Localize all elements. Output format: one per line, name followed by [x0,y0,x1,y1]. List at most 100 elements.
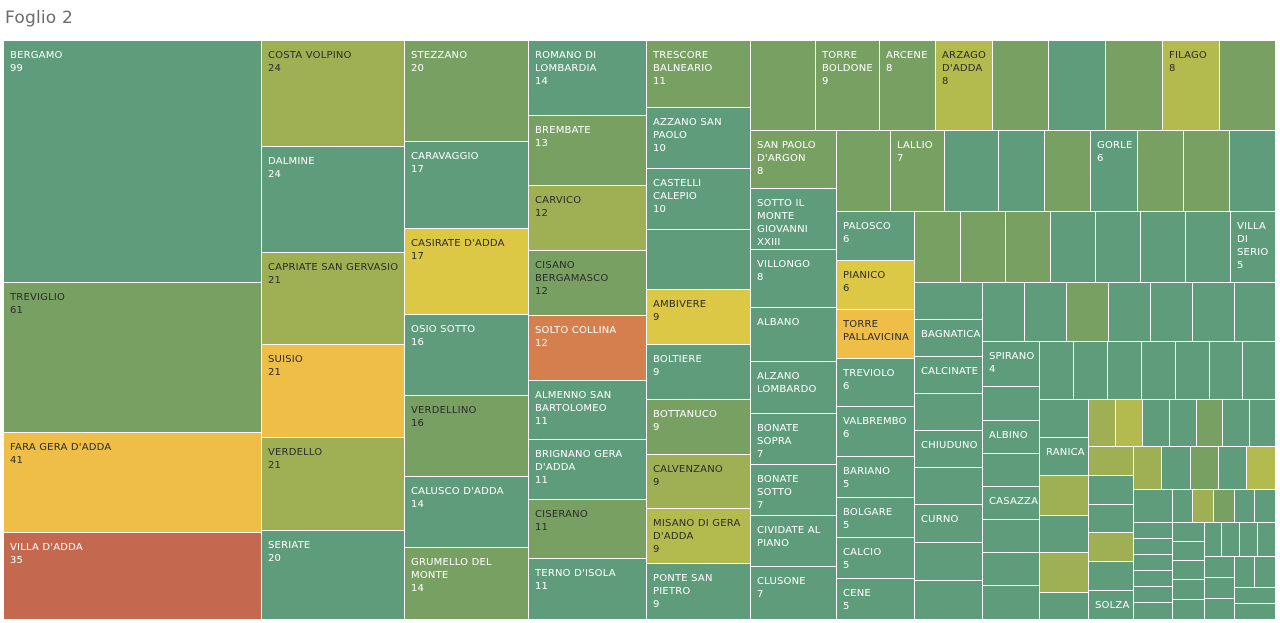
treemap-cell-unlabeled[interactable] [1193,283,1235,342]
treemap-cell[interactable]: SOLZA [1089,591,1134,620]
treemap-cell-unlabeled[interactable] [1235,604,1276,620]
treemap-cell-unlabeled[interactable] [983,586,1040,620]
treemap-cell-unlabeled[interactable] [983,520,1040,553]
treemap-cell[interactable]: CALCINATE [915,357,983,394]
treemap-cell[interactable]: GORLE 6 [1091,131,1138,212]
treemap-cell-unlabeled[interactable] [1205,557,1235,578]
treemap-cell[interactable]: CALUSCO D'ADDA 14 [405,477,529,548]
treemap-cell-unlabeled[interactable] [1089,447,1134,476]
treemap-cell-unlabeled[interactable] [1205,578,1235,599]
treemap-cell[interactable]: ROMANO DI LOMBARDIA 14 [529,41,647,116]
treemap-cell-unlabeled[interactable] [1173,542,1205,561]
treemap-cell-unlabeled[interactable] [1134,447,1162,490]
treemap-cell[interactable]: PONTE SAN PIETRO 9 [647,564,751,620]
treemap-cell[interactable]: VERDELLO 21 [262,438,405,531]
treemap-cell-unlabeled[interactable] [1173,490,1193,523]
treemap-cell[interactable]: BRIGNANO GERA D'ADDA 11 [529,440,647,500]
treemap-cell-unlabeled[interactable] [1214,490,1235,523]
treemap-cell-unlabeled[interactable] [1219,447,1247,490]
treemap-cell-unlabeled[interactable] [983,283,1025,342]
treemap-cell[interactable]: TREVIOLO 6 [837,359,915,407]
treemap-cell[interactable]: PIANICO 6 [837,261,915,310]
treemap-cell[interactable]: CALCIO 5 [837,538,915,579]
treemap-cell-unlabeled[interactable] [1089,400,1116,447]
treemap-cell[interactable]: TORRE BOLDONE 9 [816,41,880,131]
treemap-cell-unlabeled[interactable] [837,131,891,212]
treemap-cell-unlabeled[interactable] [1040,400,1089,438]
treemap-cell[interactable]: BONATE SOTTO 7 [751,465,837,516]
treemap-cell-unlabeled[interactable] [1040,476,1089,516]
treemap-cell[interactable]: ALMENNO SAN BARTOLOMEO 11 [529,381,647,440]
treemap-cell-unlabeled[interactable] [1258,523,1276,557]
treemap-cell-unlabeled[interactable] [1134,587,1173,603]
treemap-cell-unlabeled[interactable] [1243,342,1276,400]
treemap-cell[interactable]: FILAGO 8 [1163,41,1220,131]
treemap-cell-unlabeled[interactable] [1220,41,1276,131]
treemap-cell-unlabeled[interactable] [915,581,983,620]
treemap-cell[interactable]: AMBIVERE 9 [647,290,751,345]
treemap-cell[interactable]: SOLTO COLLINA 12 [529,316,647,381]
treemap-cell-unlabeled[interactable] [1235,283,1276,342]
treemap-cell-unlabeled[interactable] [1096,212,1141,283]
treemap-cell-unlabeled[interactable] [1006,212,1051,283]
treemap-cell[interactable]: VILLONGO 8 [751,250,837,308]
treemap-cell-unlabeled[interactable] [1235,490,1255,523]
treemap-cell[interactable]: BOLTIERE 9 [647,345,751,400]
treemap-cell[interactable]: CIVIDATE AL PIANO [751,516,837,567]
treemap-cell-unlabeled[interactable] [1134,571,1173,587]
treemap-cell[interactable]: TERNO D'ISOLA 11 [529,559,647,620]
treemap-cell[interactable]: ALBINO [983,421,1040,454]
treemap-cell-unlabeled[interactable] [1222,523,1240,557]
treemap-cell[interactable]: BOLGARE 5 [837,498,915,538]
treemap-cell[interactable]: FARA GERA D'ADDA 41 [4,433,262,533]
treemap-cell[interactable]: VALBREMBO 6 [837,407,915,457]
treemap-cell[interactable]: CASTELLI CALEPIO 10 [647,169,751,230]
treemap-cell[interactable]: CLUSONE 7 [751,567,837,620]
treemap-cell[interactable]: VERDELLINO 16 [405,396,529,477]
treemap-cell-unlabeled[interactable] [1108,342,1142,400]
treemap-cell-unlabeled[interactable] [1235,588,1276,604]
treemap-cell-unlabeled[interactable] [1191,447,1219,490]
treemap-cell-unlabeled[interactable] [1250,400,1276,447]
treemap-cell[interactable]: CARVICO 12 [529,186,647,251]
treemap-cell-unlabeled[interactable] [993,41,1049,131]
treemap-cell-unlabeled[interactable] [1230,131,1276,212]
treemap-cell[interactable]: BAGNATICA [915,320,983,357]
treemap-cell-unlabeled[interactable] [1197,400,1223,447]
treemap-cell-unlabeled[interactable] [1240,523,1258,557]
treemap-cell-unlabeled[interactable] [1089,533,1134,562]
treemap-cell[interactable]: RANICA [1040,438,1089,476]
treemap-cell-unlabeled[interactable] [1138,131,1184,212]
treemap-cell-unlabeled[interactable] [915,468,983,505]
treemap-cell[interactable]: DALMINE 24 [262,147,405,253]
treemap-cell-unlabeled[interactable] [1089,476,1134,505]
treemap-cell-unlabeled[interactable] [1151,283,1193,342]
treemap-cell[interactable]: BERGAMO 99 [4,41,262,283]
treemap-cell[interactable]: CASIRATE D'ADDA 17 [405,229,529,315]
treemap-cell-unlabeled[interactable] [1089,562,1134,591]
treemap-cell-unlabeled[interactable] [1205,599,1235,620]
treemap-cell[interactable]: SPIRANO 4 [983,342,1040,387]
treemap-cell[interactable]: SERIATE 20 [262,531,405,620]
treemap-cell[interactable]: AZZANO SAN PAOLO 10 [647,108,751,169]
treemap-cell-unlabeled[interactable] [1040,516,1089,553]
treemap-cell[interactable]: ARCENE 8 [880,41,936,131]
treemap-cell-unlabeled[interactable] [915,543,983,581]
treemap-cell[interactable]: BONATE SOPRA 7 [751,414,837,465]
treemap-cell[interactable]: GRUMELLO DEL MONTE 14 [405,548,529,620]
treemap-cell-unlabeled[interactable] [751,41,816,131]
treemap-cell-unlabeled[interactable] [1067,283,1109,342]
treemap-cell-unlabeled[interactable] [1170,400,1197,447]
treemap-cell-unlabeled[interactable] [1173,580,1205,600]
treemap-cell-unlabeled[interactable] [983,387,1040,421]
treemap-cell[interactable]: BREMBATE 13 [529,116,647,186]
treemap-cell[interactable]: SOTTO IL MONTE GIOVANNI XXIII [751,189,837,250]
treemap-cell-unlabeled[interactable] [1074,342,1108,400]
treemap-cell-unlabeled[interactable] [1134,523,1173,539]
treemap-cell-unlabeled[interactable] [1223,400,1250,447]
treemap-cell[interactable]: MISANO DI GERA D'ADDA 9 [647,509,751,564]
treemap-cell-unlabeled[interactable] [1173,600,1205,620]
treemap-cell-unlabeled[interactable] [1025,283,1067,342]
treemap-cell-unlabeled[interactable] [915,283,983,320]
treemap-cell[interactable]: TREVIGLIO 61 [4,283,262,433]
